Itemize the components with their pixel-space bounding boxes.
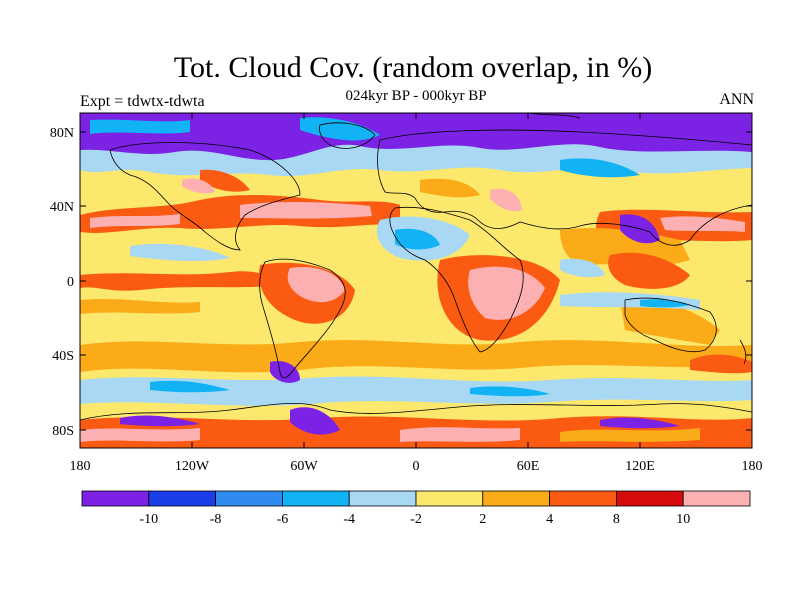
colorbar-label: -2	[410, 512, 422, 527]
colorbar	[81, 490, 751, 507]
lon-tick-180e: 180	[742, 459, 763, 474]
colorbar-swatch	[81, 490, 150, 507]
lon-tick-60w: 60W	[290, 459, 318, 474]
colorbar-label: -4	[343, 512, 355, 527]
colorbar-swatch	[348, 490, 417, 507]
colorbar-swatch	[482, 490, 550, 507]
lon-tick-180w: 180	[70, 459, 91, 474]
lat-tick-40n: 40N	[50, 200, 74, 215]
colorbar-swatch	[148, 490, 217, 507]
lat-tick-40s: 40S	[52, 349, 74, 364]
lat-tick-80s: 80S	[52, 424, 74, 439]
lon-tick-0: 0	[413, 459, 420, 474]
lat-tick-0: 0	[67, 275, 74, 290]
colorbar-swatch	[281, 490, 350, 507]
lon-axis	[191, 113, 641, 448]
colorbar-swatch	[549, 490, 617, 507]
lat-axis	[80, 131, 752, 431]
colorbar-label: -8	[210, 512, 222, 527]
map-title: Tot. Cloud Cov. (random overlap, in %)	[173, 51, 653, 84]
lat-tick-80n: 80N	[50, 126, 74, 141]
colorbar-label: -6	[277, 512, 289, 527]
lon-tick-60e: 60E	[517, 459, 540, 474]
colorbar-swatch	[682, 490, 751, 507]
colorbar-label: 4	[546, 512, 553, 527]
experiment-label: Expt = tdwtx-tdwta	[80, 93, 205, 110]
lon-tick-120e: 120E	[625, 459, 655, 474]
colorbar-swatch	[215, 490, 283, 507]
colorbar-labels: -10 -8 -6 -4 -2 2 4 8 10	[139, 512, 690, 527]
lon-tick-120w: 120W	[175, 459, 210, 474]
lon-tick-labels: 180 120W 60W 0 60E 120E 180	[70, 459, 763, 474]
colorbar-label: 8	[613, 512, 620, 527]
season-label: ANN	[719, 91, 754, 108]
colorbar-label: 10	[676, 512, 690, 527]
map-subtitle: 024kyr BP - 000kyr BP	[345, 88, 487, 104]
colorbar-swatch	[616, 490, 684, 507]
colorbar-label: 2	[479, 512, 486, 527]
colorbar-label: -10	[139, 512, 158, 527]
cloud-cover-map	[80, 113, 752, 448]
colorbar-swatch	[415, 490, 484, 507]
coastlines	[80, 113, 752, 421]
lat-tick-labels: 80N 40N 0 40S 80S	[50, 126, 74, 439]
